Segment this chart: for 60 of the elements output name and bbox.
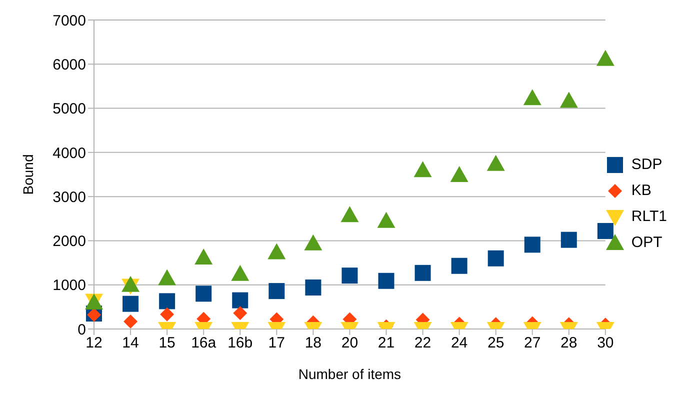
x-tick-label: 15 — [158, 334, 176, 352]
y-tick-label: 4000 — [52, 144, 86, 162]
x-tick-label: 24 — [450, 334, 468, 352]
y-tick-label: 5000 — [52, 100, 86, 118]
point — [342, 268, 358, 284]
y-tick-label: 6000 — [52, 56, 86, 74]
y-axis-title: Bound — [20, 154, 36, 195]
point — [159, 293, 176, 310]
point — [486, 154, 505, 171]
point — [451, 258, 468, 274]
legend-label: SDP — [631, 156, 662, 173]
point — [414, 264, 431, 281]
point — [268, 283, 285, 300]
x-tick-label: 30 — [597, 334, 614, 352]
point — [122, 276, 140, 292]
x-tick-label: 25 — [487, 334, 504, 352]
x-tick-label: 12 — [86, 334, 102, 352]
point — [305, 280, 322, 296]
x-tick-label: 18 — [304, 334, 322, 352]
point — [304, 234, 322, 250]
point — [596, 50, 614, 66]
point — [414, 161, 432, 178]
point — [124, 314, 138, 328]
point — [450, 166, 468, 182]
point — [340, 206, 359, 222]
point — [160, 307, 174, 322]
point — [560, 92, 578, 108]
x-tick-label: 16a — [191, 334, 217, 352]
point — [377, 212, 396, 228]
y-tick-label: 0 — [78, 321, 86, 338]
point — [488, 250, 504, 266]
point — [122, 296, 139, 312]
point — [232, 292, 248, 308]
point — [158, 269, 176, 286]
y-tick-label: 3000 — [52, 188, 86, 206]
x-tick-label: 27 — [524, 334, 541, 352]
x-tick-label: 16b — [228, 334, 253, 352]
y-tick-label: 1000 — [52, 277, 86, 294]
point — [560, 232, 577, 248]
point — [523, 89, 542, 106]
point — [378, 272, 394, 289]
legend-label: KB — [631, 182, 652, 199]
point — [597, 223, 614, 240]
x-tick-label: 21 — [378, 334, 395, 352]
x-tick-label: 20 — [341, 334, 358, 352]
point — [196, 286, 212, 302]
x-tick-label: 22 — [414, 334, 432, 352]
x-axis-title: Number of items — [298, 366, 402, 382]
x-tick-label: 14 — [122, 334, 139, 352]
y-tick-label: 7000 — [52, 12, 86, 30]
point — [231, 264, 250, 281]
x-tick-label: 28 — [560, 334, 578, 352]
legend-label: OPT — [631, 234, 662, 251]
point — [233, 306, 248, 320]
point — [524, 236, 540, 253]
point — [194, 248, 213, 264]
point — [268, 243, 286, 260]
x-tick-label: 17 — [268, 334, 285, 352]
legend-label: RLT1 — [631, 208, 667, 225]
y-tick-label: 2000 — [52, 233, 86, 250]
